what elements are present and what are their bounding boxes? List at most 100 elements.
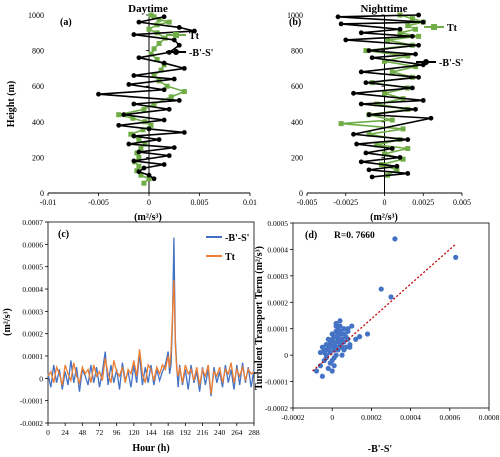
data-point (164, 83, 170, 89)
data-point (151, 176, 157, 182)
data-point (369, 174, 375, 180)
data-point (413, 64, 418, 70)
data-point (146, 126, 152, 132)
data-point (166, 153, 172, 159)
panel-d-y-axis-label: Turbulent Transport Term (m²/s³) (254, 246, 265, 390)
fit-line (312, 243, 457, 372)
x-tick-label: 0 (46, 428, 50, 437)
scatter-point (327, 341, 333, 348)
data-point (382, 90, 387, 96)
x-tick-label: 0.005 (453, 198, 471, 207)
y-tick-label: 0 (284, 351, 288, 360)
y-tick-label: -0.0001 (20, 397, 43, 406)
data-point (136, 149, 142, 155)
x-tick-label: 0.005 (191, 198, 209, 207)
data-point (181, 66, 187, 71)
data-point (420, 98, 426, 103)
data-point (126, 82, 132, 87)
panel-d-correlation-annotation: R=0. 7660 (334, 231, 375, 241)
data-point (151, 14, 157, 20)
series-line-bs (98, 15, 195, 180)
data-point (121, 112, 127, 118)
y-tick-label: 400 (291, 118, 303, 127)
x-tick-label: -0.005 (297, 198, 318, 207)
scatter-point (323, 352, 329, 358)
data-point (363, 48, 369, 54)
data-point (369, 55, 375, 61)
data-point (405, 171, 411, 176)
panel-a-y-axis-label: Height (m) (6, 81, 17, 127)
scatter-point (331, 363, 337, 369)
panel-c-frame (47, 221, 255, 424)
y-tick-label: 0 (40, 189, 44, 198)
data-point (409, 16, 415, 22)
legend-bs-label: -B'-S' (225, 233, 250, 244)
data-point (394, 163, 400, 169)
x-tick-label: 96 (113, 428, 121, 437)
scatter-point (343, 344, 349, 350)
x-tick-label: 48 (79, 428, 87, 437)
data-point (366, 167, 372, 173)
data-point (128, 131, 134, 137)
data-point (136, 137, 142, 143)
data-point (131, 101, 137, 107)
y-tick-label: -0.0002 (20, 419, 43, 428)
data-point (428, 115, 434, 121)
y-tick-label: 800 (32, 47, 44, 56)
data-point (176, 98, 182, 103)
data-point (161, 162, 167, 167)
data-point (366, 48, 372, 53)
data-point (413, 106, 418, 112)
y-tick-label: 400 (32, 118, 44, 127)
data-point (146, 176, 152, 182)
data-point (382, 58, 387, 64)
y-tick-label: 0.0003 (267, 272, 288, 281)
data-point (131, 133, 137, 139)
data-point (366, 112, 372, 118)
legend-bs-label: -B'-S' (439, 58, 464, 69)
panel-b-title: Nighttime (360, 3, 407, 15)
x-tick-label: 192 (180, 428, 192, 437)
data-point (389, 146, 395, 151)
x-tick-label: 0.0002 (361, 413, 382, 422)
data-point (338, 121, 344, 127)
data-point (116, 112, 122, 118)
panel-a-daytime: -0.01 -0.005 0 0.005 0.01 0 200 400 600 800 1000 D… (6, 3, 257, 223)
y-tick-label: 0.0006 (22, 240, 43, 249)
y-tick-label: 1000 (287, 11, 303, 20)
y-tick-label: 0.0002 (22, 330, 43, 339)
scatter-point (331, 347, 337, 353)
data-point (166, 106, 172, 112)
y-tick-label: 0.0002 (267, 298, 288, 307)
scatter-point (337, 339, 343, 345)
data-point (156, 40, 162, 46)
data-point (154, 57, 160, 62)
data-point (171, 37, 177, 43)
x-tick-label: 0 (147, 198, 151, 207)
scatter-point (333, 328, 339, 334)
panel-c-y-axis-label: (m²/s³) (2, 308, 13, 336)
legend-bs-marker (423, 59, 429, 65)
data-point (416, 12, 421, 18)
x-tick-label: 0.0004 (400, 413, 421, 422)
data-point (130, 115, 136, 121)
x-tick-label: 0 (330, 413, 334, 422)
data-point (148, 12, 154, 18)
data-point (192, 28, 197, 34)
scatter-point (357, 334, 363, 340)
data-point (146, 26, 152, 32)
y-tick-label: -0.0002 (265, 404, 288, 413)
data-point (168, 94, 174, 100)
y-tick-label: 0 (39, 374, 43, 383)
data-point (385, 37, 391, 43)
scatter-point (329, 336, 335, 342)
data-point (338, 21, 344, 27)
panel-d-marks: -0.0002 0 0.0002 0.0004 0.0006 0.0008 -0.0002 -… (265, 219, 500, 422)
y-tick-label: 0.0005 (267, 219, 288, 228)
data-point (146, 172, 152, 178)
data-point (358, 30, 364, 36)
data-point (148, 122, 154, 128)
data-point (400, 156, 406, 162)
panel-c-marks: 0 24 48 72 96 120 144 168 192 216 240 264 288 -0.0002… (20, 218, 260, 437)
